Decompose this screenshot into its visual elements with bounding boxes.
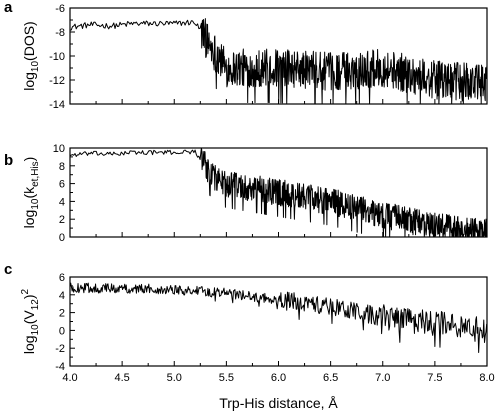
y-axis-label-part: log bbox=[21, 210, 37, 229]
x-tick-label: 4.0 bbox=[62, 372, 77, 384]
series-line-b bbox=[69, 147, 488, 238]
y-axis-label-b: log10(ket,His) bbox=[21, 157, 41, 229]
y-tick-label-c: 2 bbox=[59, 308, 65, 320]
y-tick-label-a: -12 bbox=[49, 75, 65, 87]
y-axis-label-part: (V bbox=[21, 310, 37, 325]
y-tick-label-b: 0 bbox=[59, 232, 65, 244]
y-axis-label-part: ) bbox=[21, 294, 37, 299]
y-axis-label-part: (k bbox=[21, 186, 37, 199]
y-tick-label-c: -2 bbox=[55, 343, 65, 355]
y-axis-label-part: 2 bbox=[20, 288, 31, 294]
y-tick-label-b: 4 bbox=[59, 196, 65, 208]
y-tick-label-a: -10 bbox=[49, 51, 65, 63]
y-tick-label-b: 6 bbox=[59, 179, 65, 191]
y-tick-label-b: 10 bbox=[53, 143, 65, 155]
y-tick-label-c: 6 bbox=[59, 272, 65, 284]
x-tick-label: 6.0 bbox=[271, 372, 286, 384]
panel-letter-b: b bbox=[4, 152, 13, 169]
y-tick-label-b: 2 bbox=[59, 214, 65, 226]
y-tick-label-c: -4 bbox=[55, 361, 65, 373]
y-tick-label-a: -6 bbox=[55, 3, 65, 15]
x-tick-label: 5.0 bbox=[167, 372, 182, 384]
x-tick-label: 6.5 bbox=[323, 372, 338, 384]
y-axis-label-part: 10 bbox=[30, 198, 41, 210]
y-axis-label-part: 12 bbox=[30, 299, 41, 311]
y-axis-label-part: 10 bbox=[30, 324, 41, 336]
y-axis-label-part: 10 bbox=[30, 60, 41, 72]
panel-letter-c: c bbox=[4, 261, 12, 278]
y-axis-label-part: log bbox=[21, 72, 37, 91]
y-axis-label-part: log bbox=[21, 335, 37, 354]
y-tick-label-c: 4 bbox=[59, 290, 65, 302]
x-tick-label: 7.5 bbox=[427, 372, 442, 384]
series-line-c bbox=[69, 282, 488, 353]
y-axis-label-part: ) bbox=[21, 157, 37, 162]
x-tick-label: 8.0 bbox=[479, 372, 494, 384]
x-tick-label: 4.5 bbox=[114, 372, 129, 384]
x-tick-label: 7.0 bbox=[375, 372, 390, 384]
panel-a: -6 -8 -10 -12 -14 a log10(DOS) bbox=[4, 0, 488, 111]
y-tick-label-b: 8 bbox=[59, 161, 65, 173]
y-tick-label-c: 0 bbox=[59, 325, 65, 337]
y-axis-label-part: (DOS) bbox=[21, 21, 37, 61]
x-tick-label: 5.5 bbox=[219, 372, 234, 384]
y-axis-label-c: log10(V12)2 bbox=[20, 288, 41, 354]
y-tick-label-a: -14 bbox=[49, 99, 65, 111]
x-axis-label: Trp-His distance, Å bbox=[219, 395, 338, 411]
y-axis-label-part: et,His bbox=[30, 161, 41, 187]
panel-letter-a: a bbox=[4, 0, 13, 16]
series-line-a bbox=[69, 18, 488, 105]
y-tick-label-a: -8 bbox=[55, 27, 65, 39]
y-axis-label-a: log10(DOS) bbox=[21, 21, 41, 90]
